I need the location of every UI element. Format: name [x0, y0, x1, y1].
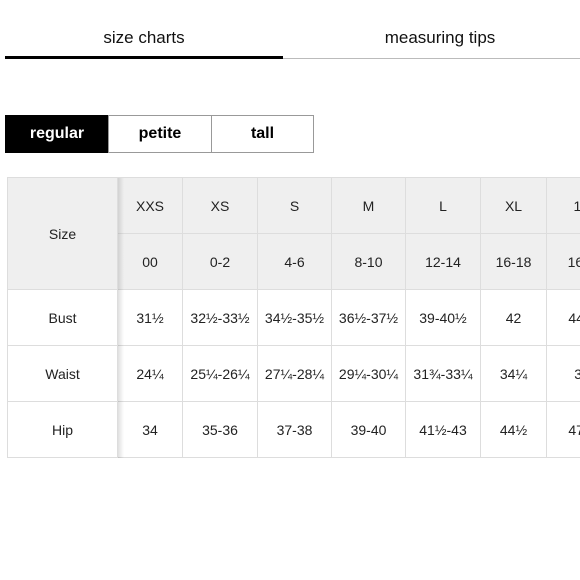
measurement: 44¼ — [547, 290, 580, 346]
fit-button[interactable]: regular — [5, 115, 109, 153]
active-tab-underline — [5, 56, 283, 59]
row-label: Hip — [8, 402, 118, 458]
measurement: 34¼ — [481, 346, 547, 402]
size-label: 1X — [547, 178, 580, 234]
measurement: 47¼ — [547, 402, 580, 458]
row-label: Bust — [8, 290, 118, 346]
size-table: SizeXXS00XS0-2S4-6M8-10L12-14XL16-181X16… — [7, 177, 580, 458]
size-header: Size — [8, 178, 118, 290]
measurement: 41½-43 — [406, 402, 481, 458]
measurement: 31¾-33¼ — [406, 346, 481, 402]
measurement: 24¼ — [118, 346, 183, 402]
tab[interactable]: measuring tips — [384, 28, 496, 47]
column-shadow — [118, 178, 124, 458]
size-label: XS — [183, 178, 258, 234]
size-label: S — [258, 178, 332, 234]
size-label: XL — [481, 178, 547, 234]
measurement: 31½ — [118, 290, 183, 346]
size-number: 0-2 — [183, 234, 258, 290]
size-label: M — [332, 178, 406, 234]
size-number: 4-6 — [258, 234, 332, 290]
measurement: 32½-33½ — [183, 290, 258, 346]
measurement: 25¼-26¼ — [183, 346, 258, 402]
measurement: 38 — [547, 346, 580, 402]
size-number: 12-14 — [406, 234, 481, 290]
measurement: 44½ — [481, 402, 547, 458]
tab[interactable]: size charts — [103, 28, 185, 47]
measurement: 36½-37½ — [332, 290, 406, 346]
size-label: XXS — [118, 178, 183, 234]
measurement: 42 — [481, 290, 547, 346]
measurement: 27¼-28¼ — [258, 346, 332, 402]
row-label: Waist — [8, 346, 118, 402]
tab-divider — [283, 58, 580, 59]
fit-button[interactable]: petite — [108, 115, 212, 153]
measurement: 39-40½ — [406, 290, 481, 346]
size-number: 16-18 — [481, 234, 547, 290]
measurement: 34 — [118, 402, 183, 458]
measurement: 39-40 — [332, 402, 406, 458]
size-number: 00 — [118, 234, 183, 290]
measurement: 35-36 — [183, 402, 258, 458]
size-number: 8-10 — [332, 234, 406, 290]
measurement: 29¼-30¼ — [332, 346, 406, 402]
measurement: 37-38 — [258, 402, 332, 458]
size-number: 16W — [547, 234, 580, 290]
fit-button[interactable]: tall — [211, 115, 314, 153]
measurement: 34½-35½ — [258, 290, 332, 346]
size-label: L — [406, 178, 481, 234]
